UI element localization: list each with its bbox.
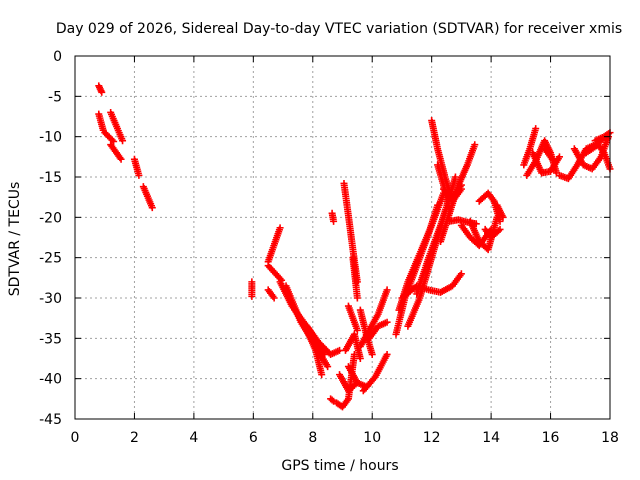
points-layer xyxy=(95,82,614,411)
series-s51 xyxy=(582,141,614,173)
series-s31 xyxy=(398,270,465,302)
y-tick-label: -25 xyxy=(39,251,62,267)
series-s20 xyxy=(344,302,361,334)
x-tick-label: 2 xyxy=(130,430,139,446)
data-point xyxy=(318,371,326,379)
data-point xyxy=(457,181,465,189)
series-s16 xyxy=(328,209,338,225)
x-tick-label: 14 xyxy=(482,430,500,446)
data-point xyxy=(356,355,364,362)
chart-title: Day 029 of 2026, Sidereal Day-to-day VTE… xyxy=(56,21,622,37)
series-s19 xyxy=(349,254,361,302)
series-s07 xyxy=(139,183,156,212)
series-s15 xyxy=(303,322,344,358)
data-point xyxy=(148,204,156,212)
data-point xyxy=(451,173,459,181)
data-point xyxy=(119,137,127,145)
series-s44 xyxy=(493,201,507,221)
series-s42 xyxy=(481,225,504,241)
series-s09 xyxy=(264,224,284,266)
data-point xyxy=(495,227,503,235)
x-tick-label: 12 xyxy=(423,430,441,446)
x-tick-label: 8 xyxy=(308,430,317,446)
series-s27 xyxy=(359,350,391,395)
plot-frame xyxy=(74,55,611,420)
data-point xyxy=(248,292,256,300)
data-point xyxy=(532,125,540,133)
data-point xyxy=(368,350,376,358)
series-s02 xyxy=(95,110,107,134)
series-s28 xyxy=(365,318,391,342)
x-tick-label: 18 xyxy=(601,430,619,446)
series-s06 xyxy=(130,155,143,179)
data-point xyxy=(496,217,504,225)
data-point xyxy=(324,363,332,371)
series-s08 xyxy=(248,278,256,300)
x-tick-label: 16 xyxy=(542,430,560,446)
series-s45 xyxy=(520,125,540,169)
y-tick-label: -15 xyxy=(39,170,62,186)
series-s17 xyxy=(327,395,338,405)
y-tick-label: 0 xyxy=(53,49,62,65)
data-point xyxy=(457,270,465,278)
data-point xyxy=(117,155,125,163)
x-axis-label: GPS time / hours xyxy=(281,458,398,474)
series-s47 xyxy=(529,149,563,177)
y-tick-label: -45 xyxy=(39,412,62,428)
series-s24 xyxy=(344,363,370,391)
data-point xyxy=(499,213,507,221)
y-tick-label: -5 xyxy=(48,89,62,105)
data-point xyxy=(336,346,344,354)
data-point xyxy=(353,294,361,302)
x-tick-label: 0 xyxy=(71,430,80,446)
y-axis-label: SDTVAR / TECUs xyxy=(7,182,23,297)
data-point xyxy=(471,141,479,149)
data-point xyxy=(605,130,613,138)
data-point xyxy=(550,157,558,165)
data-point xyxy=(353,326,361,334)
series-s04 xyxy=(107,108,127,145)
series-s05 xyxy=(107,141,125,163)
y-tick-label: -20 xyxy=(39,210,62,226)
data-point xyxy=(135,171,143,179)
x-tick-label: 4 xyxy=(189,430,198,446)
series-s48 xyxy=(541,145,558,165)
x-tick-label: 10 xyxy=(363,430,381,446)
data-point xyxy=(383,286,391,294)
data-point xyxy=(276,224,284,232)
data-point xyxy=(555,153,563,161)
series-s26 xyxy=(356,286,391,350)
series-s11 xyxy=(264,286,278,302)
axis-layer xyxy=(74,55,611,420)
data-point xyxy=(383,350,391,358)
tick-layer: 0 2 4 6 8 10 12 14 16 18 0 -5 -10 -15 -20 -25 -30 -35 -40 -… xyxy=(39,49,619,446)
y-tick-label: -35 xyxy=(39,331,62,347)
data-point xyxy=(383,318,391,326)
y-tick-label: -40 xyxy=(39,372,62,388)
series-s03 xyxy=(101,129,118,146)
data-point xyxy=(328,396,336,404)
data-point xyxy=(108,136,116,144)
series-s38 xyxy=(444,181,465,201)
x-tick-label: 6 xyxy=(249,430,258,446)
data-point xyxy=(270,294,278,302)
data-point xyxy=(496,225,504,233)
y-tick-label: -30 xyxy=(39,291,62,307)
data-point xyxy=(98,88,106,96)
data-point xyxy=(330,217,338,225)
y-tick-label: -10 xyxy=(39,130,62,146)
series-s01 xyxy=(95,82,106,96)
